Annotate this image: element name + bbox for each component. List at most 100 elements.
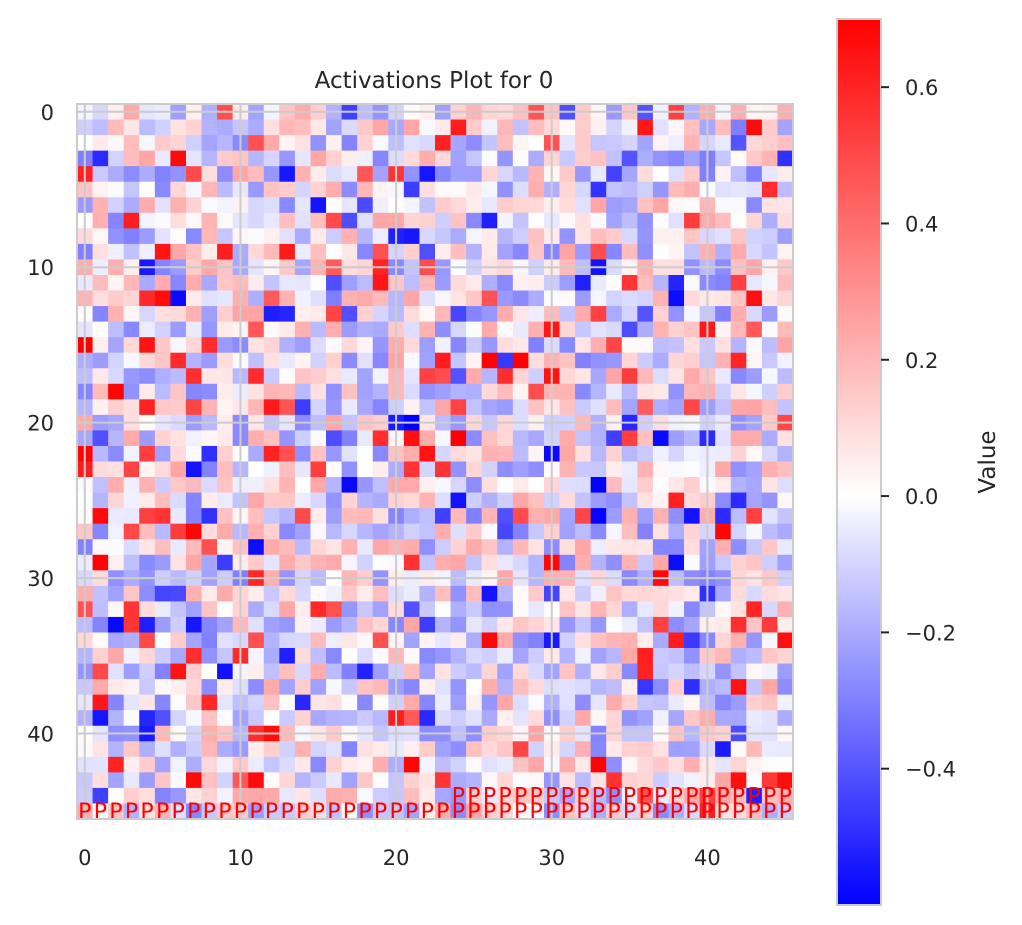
heatmap-cell [170,337,187,354]
heatmap-cell [730,166,747,183]
padding-marker: P [779,800,792,825]
heatmap-cell [170,663,187,680]
heatmap-cell [637,430,654,447]
padding-marker: P [530,800,543,825]
heatmap-cell [154,523,171,540]
heatmap-cell [154,772,171,789]
heatmap-cell [590,508,607,525]
heatmap-cell [512,710,529,727]
heatmap-cell [606,321,623,338]
heatmap-cell [123,352,140,369]
heatmap-cell [684,119,701,136]
heatmap-cell [481,756,498,773]
heatmap-cell [372,181,389,198]
heatmap-cell [310,554,327,571]
heatmap-cell [435,648,451,664]
heatmap-cell [170,368,187,385]
heatmap-cell [279,648,296,664]
heatmap-cell [372,166,389,183]
heatmap-cell [777,306,794,323]
padding-marker: P [514,784,527,809]
heatmap-cell [92,119,109,136]
heatmap-cell [528,352,545,369]
heatmap-cell [326,461,343,478]
heatmap-cell [512,383,529,400]
heatmap-cell [746,352,763,369]
heatmap-cell [372,508,389,525]
heatmap-cell [590,741,607,758]
heatmap-cell [497,508,514,525]
heatmap-cell [357,508,374,525]
heatmap-cell [512,228,529,245]
heatmap-cell [108,150,125,167]
heatmap-cell [279,601,296,618]
heatmap-cell [450,772,467,789]
heatmap-cell [652,321,669,338]
heatmap-cell [123,539,140,556]
heatmap-cell [575,648,592,664]
heatmap-cell [185,663,202,680]
heatmap-cell [450,150,467,167]
heatmap-cell [357,290,374,307]
heatmap-cell [777,352,794,369]
heatmap-cell [170,383,187,400]
heatmap-cell [403,477,420,493]
heatmap-cell [528,228,545,245]
heatmap-cell [372,616,389,633]
heatmap-cell [310,150,327,167]
heatmap-cell [575,150,592,167]
heatmap-cell [559,523,576,540]
heatmap-cell [419,166,436,183]
heatmap-cell [201,321,218,338]
heatmap-cell [435,135,451,152]
heatmap-cell [372,803,389,820]
heatmap-cell [528,119,545,136]
heatmap-cell [761,648,778,664]
heatmap-cell [123,772,140,789]
heatmap-cell [715,181,732,198]
heatmap-cell [715,477,732,493]
heatmap-cell [466,150,483,167]
heatmap-cell [777,399,794,416]
heatmap-cell [466,632,483,649]
heatmap-cell [684,274,701,291]
heatmap-cell [512,243,529,260]
heatmap-cell [263,601,280,618]
heatmap-cell [123,461,140,478]
heatmap-cell [637,508,654,525]
heatmap-cell [497,368,514,385]
heatmap-cell [279,306,296,323]
heatmap-cell [606,694,623,711]
heatmap-cell [372,461,389,478]
heatmap-cell [761,741,778,758]
heatmap-cell [201,787,218,804]
heatmap-cell [621,710,638,727]
heatmap-cell [450,445,467,462]
heatmap-cell [668,290,685,307]
heatmap-cell [668,508,685,525]
heatmap-cell [279,197,296,214]
heatmap-cell [123,741,140,758]
heatmap-cell [606,430,623,447]
heatmap-cell [279,337,296,354]
heatmap-cell [512,181,529,198]
heatmap-cell [668,492,685,509]
heatmap-cell [637,632,654,649]
heatmap-cell [450,352,467,369]
heatmap-cell [294,430,311,447]
heatmap-cell [185,741,202,758]
heatmap-cell [497,523,514,540]
heatmap-cell [590,243,607,260]
heatmap-cell [746,663,763,680]
heatmap-cell [185,710,202,727]
heatmap-cell [652,741,669,758]
y-tick-label: 40 [27,723,54,747]
heatmap-cell [294,274,311,291]
heatmap-cell [621,508,638,525]
heatmap-cell [746,477,763,493]
heatmap-cell [590,135,607,152]
heatmap-cell [372,212,389,229]
heatmap-cell [326,197,343,214]
heatmap-cell [590,274,607,291]
